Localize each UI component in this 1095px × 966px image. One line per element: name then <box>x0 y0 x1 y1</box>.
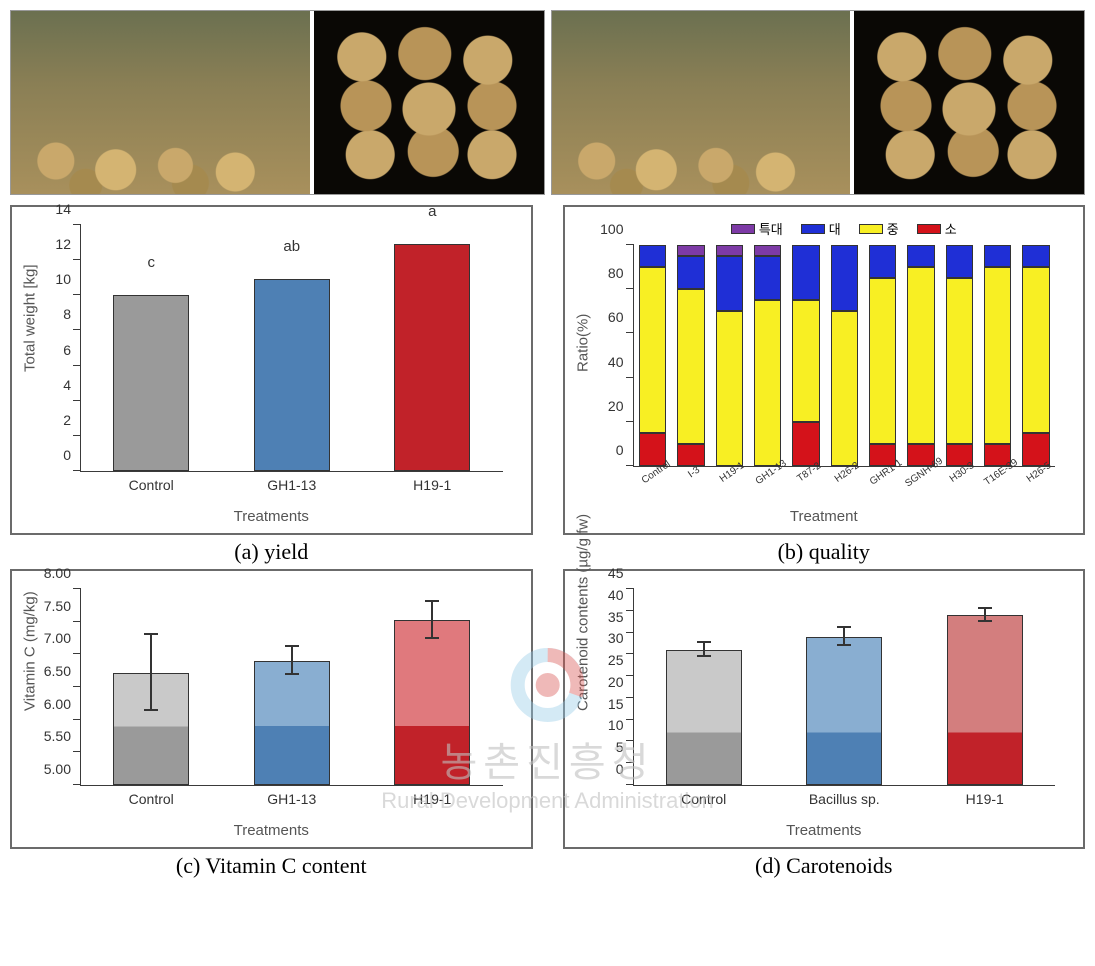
panel-carot: 051015202530354045ControlBacillus sp.H19… <box>563 569 1086 879</box>
panel-quality: 020406080100ControlI-3H19-1GH1-13T87-2H2… <box>563 205 1086 565</box>
vitc-chart: 5.005.506.006.507.007.508.00ControlGH1-1… <box>10 569 533 849</box>
ylabel: Ratio(%) <box>574 314 591 372</box>
xlabel: Treatment <box>790 508 858 525</box>
panel-vitc: 5.005.506.006.507.007.508.00ControlGH1-1… <box>10 569 533 879</box>
bar-GH1-13 <box>254 279 330 471</box>
photo-field-left <box>11 11 310 194</box>
xlabel: Treatments <box>786 822 861 839</box>
ylabel: Total weight [kg] <box>22 264 39 372</box>
ylabel: Vitamin C (mg/kg) <box>22 591 39 711</box>
caption-d: (d) Carotenoids <box>755 853 892 879</box>
photo-group-h19-1: H19-1 <box>10 10 545 195</box>
caption-a: (a) yield <box>234 539 308 565</box>
bar-Control <box>113 295 189 471</box>
panel-yield: 02468101214ControlcGH1-13abH19-1aTotal w… <box>10 205 533 565</box>
quality-chart: 020406080100ControlI-3H19-1GH1-13T87-2H2… <box>563 205 1086 535</box>
legend: 특대대중소 <box>633 219 1056 238</box>
ylabel: Carotenoid contents (µg/g fw) <box>574 514 591 711</box>
xlabel: Treatments <box>234 822 309 839</box>
carot-chart: 051015202530354045ControlBacillus sp.H19… <box>563 569 1086 849</box>
photo-row: H19-1 대조구 <box>10 10 1085 195</box>
bar-H19-1 <box>394 244 470 471</box>
photo-crate-left <box>314 11 544 194</box>
photo-group-control: 대조구 <box>551 10 1086 195</box>
photo-field-right <box>552 11 851 194</box>
photo-crate-right <box>854 11 1084 194</box>
xlabel: Treatments <box>234 508 309 525</box>
caption-b: (b) quality <box>778 539 870 565</box>
caption-c: (c) Vitamin C content <box>176 853 367 879</box>
yield-chart: 02468101214ControlcGH1-13abH19-1aTotal w… <box>10 205 533 535</box>
